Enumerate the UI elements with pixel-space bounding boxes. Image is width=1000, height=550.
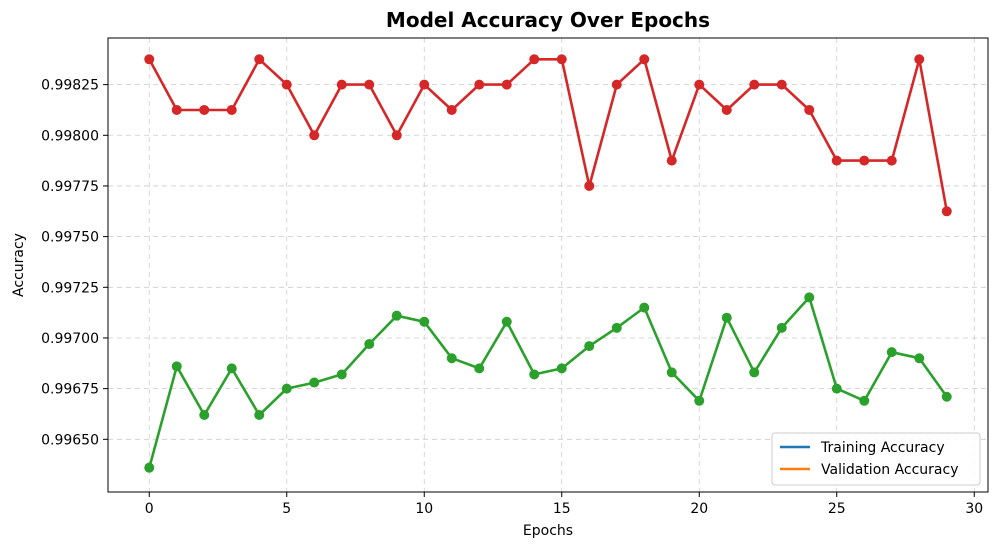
y-tick-label: 0.99825 xyxy=(41,78,99,94)
legend-box xyxy=(771,432,981,486)
x-axis-label: Epochs xyxy=(523,523,573,539)
data-point xyxy=(804,104,815,115)
ticks-layer: 0 5 10 15 20 25 30 0.99650 0.99675 0.99700 0.99725… xyxy=(41,78,983,517)
data-point xyxy=(391,130,402,141)
data-point xyxy=(446,353,457,364)
data-point xyxy=(859,155,870,166)
data-point xyxy=(529,54,540,65)
data-point xyxy=(254,54,265,65)
data-point xyxy=(776,322,787,333)
data-point xyxy=(831,155,842,166)
data-point xyxy=(749,79,760,90)
data-point xyxy=(639,54,650,65)
data-point xyxy=(776,79,787,90)
y-tick-label: 0.99650 xyxy=(41,432,99,448)
data-point xyxy=(226,363,237,374)
series-line-1 xyxy=(148,296,948,469)
y-tick-label: 0.99750 xyxy=(41,230,99,246)
data-point xyxy=(281,383,292,394)
x-tick-label: 15 xyxy=(553,501,571,517)
x-tick-label: 5 xyxy=(282,501,291,517)
x-tick-label: 30 xyxy=(965,501,983,517)
data-point xyxy=(914,353,925,364)
data-point xyxy=(721,312,732,323)
x-tick-label: 0 xyxy=(145,501,154,517)
x-tick-label: 20 xyxy=(690,501,708,517)
data-point xyxy=(666,367,677,378)
data-point xyxy=(886,347,897,358)
data-point xyxy=(419,79,430,90)
data-point xyxy=(336,79,347,90)
x-tick-label: 10 xyxy=(415,501,433,517)
data-point xyxy=(639,302,650,313)
data-point xyxy=(254,409,265,420)
x-tick-label: 25 xyxy=(828,501,846,517)
data-point xyxy=(831,383,842,394)
legend-label: Training Accuracy xyxy=(820,440,945,456)
data-point xyxy=(309,377,320,388)
data-point xyxy=(556,363,567,374)
data-point xyxy=(446,104,457,115)
grid-layer xyxy=(108,38,988,492)
data-point xyxy=(941,391,952,402)
data-point xyxy=(474,79,485,90)
chart-title: Model Accuracy Over Epochs xyxy=(386,8,710,32)
data-point xyxy=(281,79,292,90)
data-point xyxy=(584,180,595,191)
legend-label: Validation Accuracy xyxy=(821,462,959,478)
data-point xyxy=(886,155,897,166)
data-point xyxy=(941,206,952,217)
data-point xyxy=(364,79,375,90)
series-line-0 xyxy=(148,57,949,212)
data-point xyxy=(611,322,622,333)
y-tick-label: 0.99775 xyxy=(41,179,99,195)
data-point xyxy=(309,130,320,141)
data-point xyxy=(556,54,567,65)
data-point xyxy=(171,361,182,372)
y-tick-label: 0.99675 xyxy=(41,382,99,398)
y-axis-label: Accuracy xyxy=(11,233,27,297)
data-point xyxy=(144,54,155,65)
data-point xyxy=(226,104,237,115)
data-point xyxy=(144,462,155,473)
legend: Training Accuracy Validation Accuracy xyxy=(771,432,981,486)
y-tick-label: 0.99800 xyxy=(41,128,99,144)
data-point xyxy=(336,369,347,380)
y-tick-label: 0.99700 xyxy=(41,331,99,347)
data-point xyxy=(171,104,182,115)
data-point xyxy=(859,395,870,406)
data-point xyxy=(694,79,705,90)
data-point xyxy=(501,316,512,327)
plot-frame xyxy=(107,37,989,493)
data-point xyxy=(694,395,705,406)
data-point xyxy=(364,339,375,350)
data-point xyxy=(419,316,430,327)
data-point xyxy=(529,369,540,380)
y-tick-label: 0.99725 xyxy=(41,280,99,296)
data-point xyxy=(804,292,815,303)
data-point xyxy=(914,54,925,65)
data-point xyxy=(199,104,210,115)
series-layer xyxy=(144,54,952,473)
data-point xyxy=(749,367,760,378)
data-point xyxy=(666,155,677,166)
legend-items: Training Accuracy Validation Accuracy xyxy=(780,440,959,478)
data-point xyxy=(611,79,622,90)
data-point xyxy=(501,79,512,90)
data-point xyxy=(199,409,210,420)
data-point xyxy=(474,363,485,374)
data-point xyxy=(584,341,595,352)
data-point xyxy=(391,310,402,321)
data-point xyxy=(721,104,732,115)
